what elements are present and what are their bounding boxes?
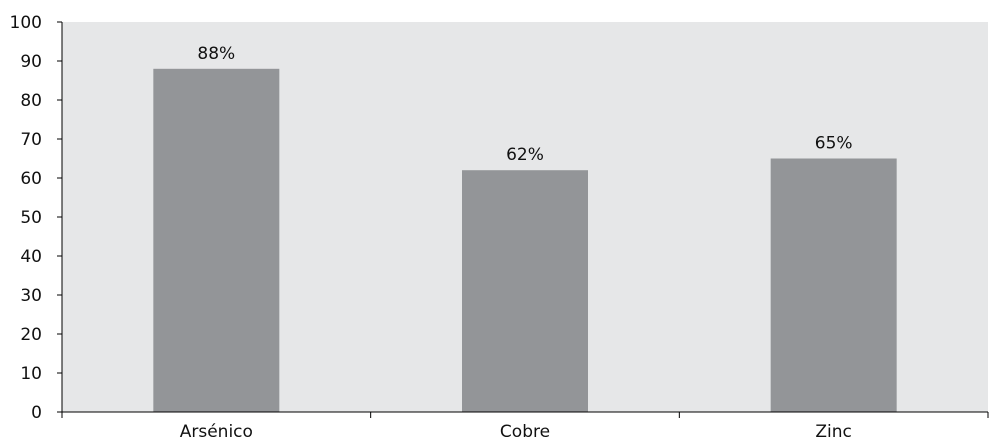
- bar-data-label: 65%: [815, 134, 853, 154]
- y-tick-label: 90: [20, 52, 42, 72]
- y-tick-label: 80: [20, 91, 42, 111]
- data-labels-group: 88% 62% 65%: [197, 44, 852, 165]
- bar-data-label: 88%: [197, 44, 235, 64]
- y-tick-label: 20: [20, 325, 42, 345]
- y-tick-label: 100: [10, 13, 42, 33]
- y-tick-label: 60: [20, 169, 42, 189]
- bar-arsenico: [153, 68, 280, 413]
- bar-zinc: [770, 158, 897, 412]
- y-tick-label: 40: [20, 247, 42, 267]
- x-category-label: Zinc: [815, 422, 852, 440]
- y-tick-label: 30: [20, 286, 42, 306]
- x-category-label: Cobre: [500, 422, 550, 440]
- y-tick-label: 50: [20, 208, 42, 228]
- x-ticks-group: Arsénico Cobre Zinc: [61, 412, 989, 440]
- y-ticks-group: 0 10 20 30 40 50 60 70 80 90 100: [10, 13, 62, 423]
- bars-group: [153, 68, 897, 413]
- x-category-label: Arsénico: [180, 422, 253, 440]
- y-tick-label: 70: [20, 130, 42, 150]
- y-tick-label: 0: [31, 403, 42, 423]
- bar-data-label: 62%: [506, 145, 544, 165]
- bar-cobre: [462, 170, 588, 412]
- y-tick-label: 10: [20, 364, 42, 384]
